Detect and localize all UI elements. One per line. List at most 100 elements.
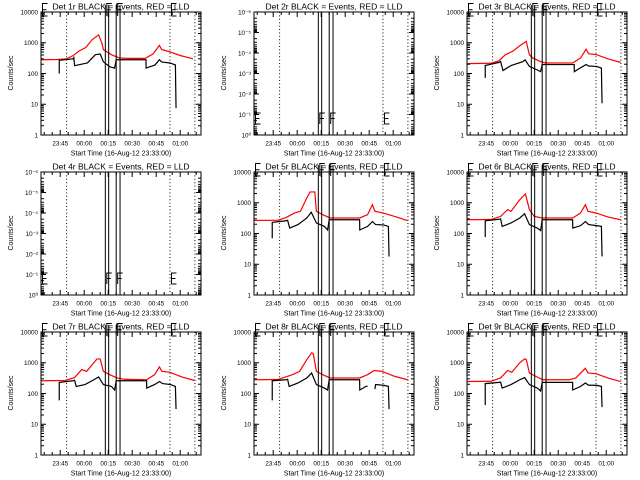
series-lld-line xyxy=(254,191,408,222)
x-tick-label: 23:45 xyxy=(52,301,68,308)
x-axis-label: Start Time (16-Aug-12 23:33:00) xyxy=(284,471,384,478)
flag-marker-F xyxy=(117,272,123,284)
detector-panel: 23:45 00:00 00:15 00:30 00:45 01:00 1 10 100 1000… xyxy=(434,2,628,158)
x-axis-label: Start Time (16-Aug-12 23:33:00) xyxy=(284,151,384,158)
y-tick-label: 1 xyxy=(460,292,464,299)
detector-panel: 23:45 00:00 00:15 00:30 00:45 01:00 1 10 100 1000… xyxy=(221,162,415,318)
y-axis-label: Counts/sec xyxy=(8,375,15,411)
y-tick-label: 10 xyxy=(457,262,465,269)
x-tick-label: 00:15 xyxy=(526,301,542,308)
y-tick-label: 1000 xyxy=(450,200,465,207)
y-tick-label: 10⁻² xyxy=(26,251,38,258)
flag-marker-F xyxy=(106,272,112,284)
x-axis-label: Start Time (16-Aug-12 23:33:00) xyxy=(71,311,171,318)
x-tick-label: 00:45 xyxy=(574,301,590,308)
x-axis-label: Start Time (16-Aug-12 23:33:00) xyxy=(497,471,597,478)
x-tick-label: 00:00 xyxy=(76,461,92,468)
x-tick-label: 00:30 xyxy=(124,461,140,468)
y-axis-label: Counts/sec xyxy=(221,375,228,411)
x-tick-label: 00:00 xyxy=(502,141,518,148)
x-tick-label: 00:30 xyxy=(550,301,566,308)
series-events-line xyxy=(374,383,390,410)
detector-panel: 23:45 00:00 00:15 00:30 00:45 01:00 1 10 100 1000… xyxy=(434,322,628,478)
x-tick-label: 00:45 xyxy=(574,461,590,468)
x-tick-label: 00:00 xyxy=(76,141,92,148)
y-tick-label: 100 xyxy=(453,231,464,238)
x-tick-label: 01:00 xyxy=(598,141,614,148)
x-tick-label: 01:00 xyxy=(385,461,401,468)
y-tick-label: 100 xyxy=(240,231,251,238)
x-tick-label: 00:45 xyxy=(148,301,164,308)
x-tick-label: 23:45 xyxy=(265,141,281,148)
x-tick-label: 00:15 xyxy=(313,141,329,148)
y-axis-label: Counts/sec xyxy=(434,215,441,251)
x-axis-label: Start Time (16-Aug-12 23:33:00) xyxy=(284,311,384,318)
x-tick-label: 00:45 xyxy=(148,141,164,148)
x-tick-label: 23:45 xyxy=(478,461,494,468)
x-tick-label: 00:15 xyxy=(100,461,116,468)
series-events-line xyxy=(58,53,177,109)
y-axis-label: Counts/sec xyxy=(8,215,15,251)
x-axis-label: Start Time (16-Aug-12 23:33:00) xyxy=(497,151,597,158)
y-tick-label: 10⁻⁴ xyxy=(25,210,38,217)
flag-marker-E xyxy=(383,112,390,125)
x-tick-label: 01:00 xyxy=(385,141,401,148)
x-tick-label: 00:00 xyxy=(502,461,518,468)
panel-title: Det 6r BLACK = Events, RED = LLD xyxy=(478,162,615,172)
x-tick-label: 01:00 xyxy=(598,461,614,468)
flag-marker-E xyxy=(170,272,177,285)
panel-title: Det 8r BLACK = Events, RED = LLD xyxy=(265,322,402,332)
x-tick-label: 00:30 xyxy=(124,301,140,308)
y-axis-label: Counts/sec xyxy=(221,215,228,251)
y-axis-label: Counts/sec xyxy=(434,55,441,91)
y-tick-label: 100 xyxy=(453,391,464,398)
x-tick-label: 23:45 xyxy=(265,461,281,468)
series-events-line xyxy=(484,58,603,104)
detector-panel: 23:45 00:00 00:15 00:30 00:45 01:00 10⁰ 10⁻¹ 10⁻… xyxy=(8,162,202,318)
x-tick-label: 23:45 xyxy=(52,461,68,468)
y-tick-label: 1000 xyxy=(24,360,39,367)
y-tick-label: 1000 xyxy=(450,40,465,47)
series-events-line xyxy=(484,212,603,257)
x-tick-label: 01:00 xyxy=(172,301,188,308)
flag-marker-F xyxy=(319,112,325,124)
x-tick-label: 00:30 xyxy=(124,141,140,148)
x-tick-label: 00:15 xyxy=(526,141,542,148)
y-tick-label: 10⁻³ xyxy=(239,71,251,78)
y-tick-label: 1 xyxy=(34,452,38,459)
y-tick-label: 10 xyxy=(457,102,465,109)
flag-marker-F xyxy=(330,112,336,124)
panel-title: Det 2r BLACK = Events, RED = LLD xyxy=(265,2,402,12)
y-tick-label: 1000 xyxy=(24,40,39,47)
x-tick-label: 00:45 xyxy=(361,301,377,308)
series-events-line xyxy=(271,371,368,401)
y-tick-label: 10⁰ xyxy=(241,132,251,139)
x-tick-label: 00:00 xyxy=(289,461,305,468)
y-tick-label: 1 xyxy=(34,132,38,139)
x-tick-label: 00:00 xyxy=(76,301,92,308)
series-lld-line xyxy=(467,40,621,65)
series-events-line xyxy=(58,376,177,410)
y-tick-label: 10000 xyxy=(446,9,464,16)
y-tick-label: 10⁻⁴ xyxy=(238,50,251,57)
y-tick-label: 10⁻¹ xyxy=(239,112,251,119)
x-tick-label: 00:45 xyxy=(574,141,590,148)
x-tick-label: 00:30 xyxy=(550,141,566,148)
series-lld-line xyxy=(41,33,194,61)
y-tick-label: 10⁻⁶ xyxy=(238,9,251,16)
y-tick-label: 1000 xyxy=(237,200,252,207)
series-lld-line xyxy=(254,352,408,381)
y-axis-label: Counts/sec xyxy=(8,55,15,91)
series-events-line xyxy=(484,376,603,408)
x-tick-label: 00:45 xyxy=(361,461,377,468)
x-tick-label: 01:00 xyxy=(172,141,188,148)
y-tick-label: 10000 xyxy=(20,9,38,16)
x-tick-label: 01:00 xyxy=(598,301,614,308)
series-lld-line xyxy=(41,358,195,382)
detector-panel: 23:45 00:00 00:15 00:30 00:45 01:00 1 10 100 1000… xyxy=(8,2,202,158)
panel-title: Det 4r BLACK = Events, RED = LLD xyxy=(52,162,189,172)
y-tick-label: 10⁻¹ xyxy=(26,272,38,279)
y-tick-label: 1000 xyxy=(450,360,465,367)
